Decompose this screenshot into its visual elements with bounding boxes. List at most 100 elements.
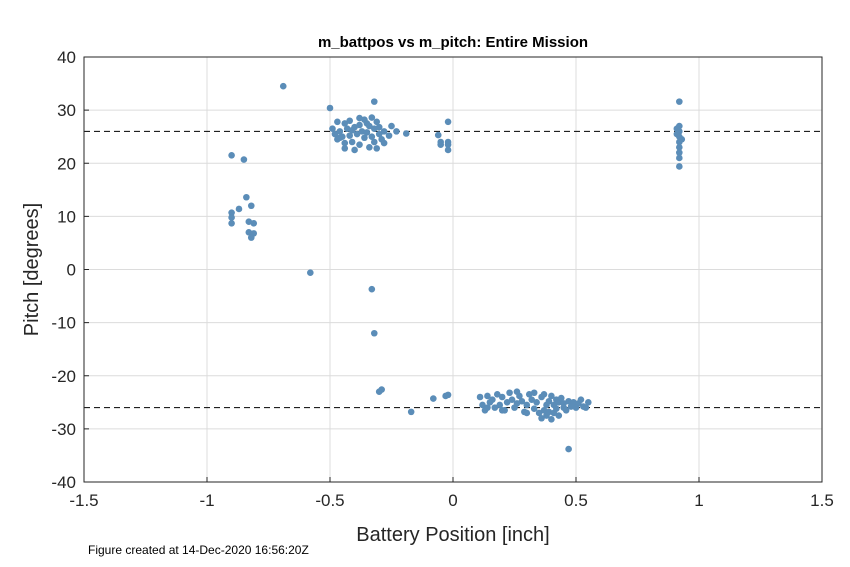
- x-tick-label: 1: [694, 491, 703, 510]
- y-tick-label: 0: [67, 261, 76, 280]
- x-tick-label: 0.5: [564, 491, 588, 510]
- data-point: [548, 416, 555, 423]
- data-point: [577, 396, 585, 403]
- x-axis-label: Battery Position [inch]: [356, 524, 549, 546]
- data-point: [444, 146, 452, 154]
- data-point: [676, 154, 683, 162]
- x-tick-label: 1.5: [810, 491, 834, 510]
- data-point: [240, 156, 248, 163]
- data-point: [523, 409, 531, 417]
- data-point: [673, 125, 681, 133]
- data-point: [228, 209, 235, 216]
- data-point: [228, 151, 235, 159]
- data-point: [341, 145, 349, 152]
- data-point: [353, 130, 361, 138]
- data-point: [356, 114, 363, 122]
- data-point: [540, 391, 548, 398]
- data-point: [351, 146, 358, 154]
- data-point: [444, 141, 452, 148]
- y-tick-labels: -40 -30 -20 -10 0 10 20 30 40: [51, 48, 89, 492]
- data-point: [434, 131, 442, 139]
- y-axis-label: Pitch [degrees]: [21, 203, 43, 336]
- data-point: [373, 118, 381, 126]
- data-point: [498, 406, 506, 414]
- data-point: [489, 396, 496, 403]
- x-tick-label: -1: [199, 491, 214, 510]
- data-point: [228, 214, 235, 221]
- data-point: [570, 399, 577, 406]
- data-point: [346, 117, 353, 125]
- data-point: [676, 149, 683, 156]
- data-point: [676, 163, 683, 170]
- data-point: [307, 269, 314, 276]
- data-point: [557, 394, 565, 402]
- data-point: [370, 138, 378, 146]
- data-point: [676, 144, 683, 151]
- data-point: [336, 134, 344, 142]
- data-point: [378, 386, 385, 393]
- data-point: [518, 397, 526, 405]
- data-point: [444, 118, 452, 126]
- data-point: [393, 128, 400, 135]
- data-point: [407, 408, 415, 416]
- data-point: [484, 404, 491, 411]
- y-tick-label: -40: [51, 473, 76, 492]
- data-point: [373, 145, 381, 152]
- data-point: [513, 388, 521, 395]
- data-point: [341, 139, 349, 147]
- data-point: [375, 123, 383, 131]
- data-point: [279, 82, 287, 90]
- data-point: [545, 408, 553, 416]
- data-point: [228, 219, 235, 227]
- data-point: [479, 401, 486, 409]
- grid-lines: [84, 57, 822, 482]
- data-point: [385, 132, 393, 139]
- data-point: [247, 234, 255, 241]
- data-point: [503, 399, 511, 406]
- data-point: [368, 114, 376, 121]
- data-point: [341, 120, 349, 127]
- data-point: [528, 396, 536, 403]
- data-point: [245, 229, 253, 236]
- data-point: [380, 139, 388, 147]
- x-tick-label: -0.5: [315, 491, 344, 510]
- y-tick-label: -20: [51, 367, 76, 386]
- data-point: [366, 144, 373, 151]
- data-point: [506, 389, 513, 397]
- data-point: [491, 404, 499, 411]
- data-point: [358, 128, 366, 135]
- data-point: [363, 129, 371, 136]
- data-point: [676, 98, 683, 105]
- data-point: [530, 389, 538, 397]
- data-point: [565, 445, 572, 453]
- data-point: [582, 404, 590, 411]
- data-point: [430, 395, 437, 402]
- data-point: [402, 130, 410, 137]
- data-point: [553, 405, 560, 412]
- data-point: [356, 121, 363, 129]
- data-point: [375, 130, 383, 138]
- data-point: [530, 405, 538, 412]
- data-point: [348, 127, 356, 134]
- y-tick-label: 30: [57, 101, 76, 120]
- data-point: [368, 133, 376, 140]
- data-point: [496, 401, 504, 409]
- data-point: [368, 285, 376, 293]
- data-point: [250, 219, 258, 227]
- data-point: [538, 414, 545, 422]
- data-point: [356, 141, 363, 148]
- data-point: [476, 393, 484, 401]
- data-point: [326, 104, 334, 112]
- data-point: [533, 399, 540, 406]
- data-point: [545, 397, 553, 405]
- data-point: [484, 392, 491, 400]
- y-tick-label: -10: [51, 314, 76, 333]
- y-tick-label: 20: [57, 154, 76, 173]
- data-points: [228, 82, 686, 453]
- data-point: [508, 396, 516, 403]
- data-point: [493, 391, 501, 398]
- data-point: [498, 393, 506, 401]
- data-point: [585, 399, 592, 406]
- data-point: [331, 130, 339, 138]
